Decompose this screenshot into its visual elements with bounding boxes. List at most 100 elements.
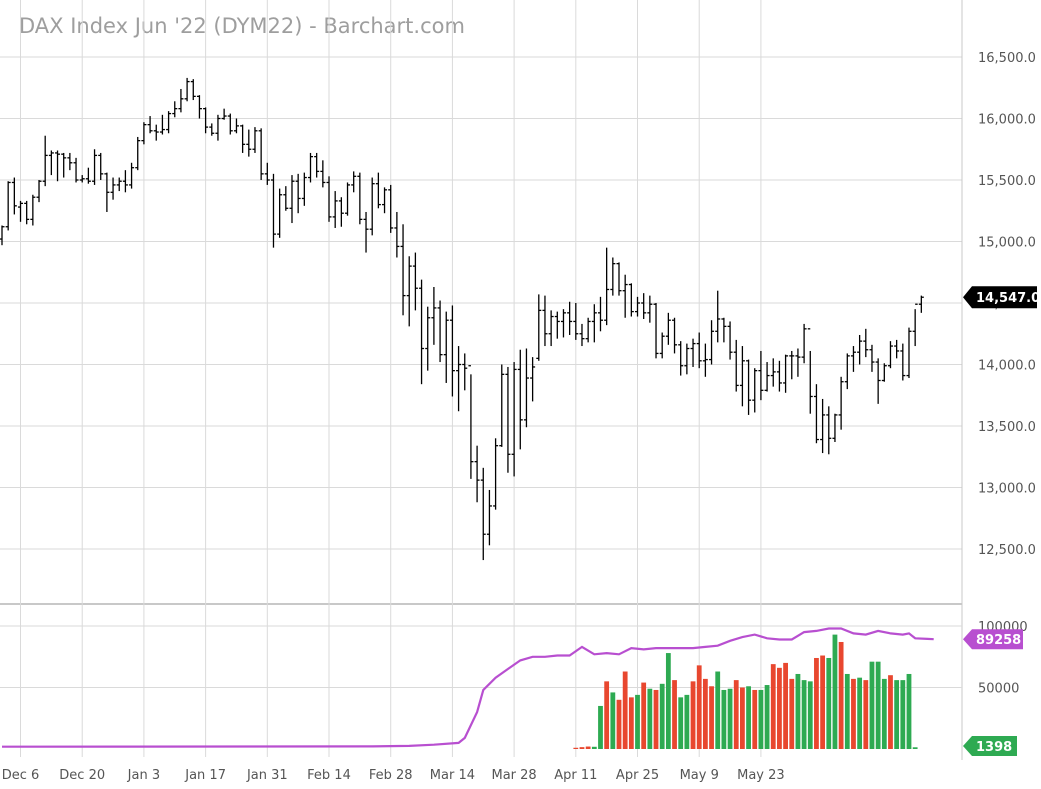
price-gridlines — [0, 0, 963, 760]
ohlc-bar — [129, 162, 135, 189]
time-axis: Dec 6 Dec 20 Jan 3 Jan 17 Jan 31 Feb 14 Feb 28… — [2, 768, 785, 783]
ohlc-bar — [721, 317, 727, 343]
ohlc-bar — [530, 357, 536, 402]
ohlc-bar — [826, 406, 832, 455]
ohlc-bar — [480, 467, 486, 561]
ohlc-bar — [388, 184, 394, 233]
ohlc-bar — [141, 122, 147, 145]
last-price-tag: 14,547.0 — [963, 286, 1040, 309]
ohlc-bar — [184, 77, 190, 102]
ohlc-bar — [801, 323, 807, 364]
ohlc-bar — [863, 328, 869, 358]
ohlc-bar — [246, 129, 252, 157]
ohlc-series — [0, 77, 924, 561]
volume-bar — [684, 694, 690, 749]
ohlc-bar — [382, 187, 388, 214]
volume-bar — [690, 681, 696, 749]
ohlc-bar — [591, 304, 597, 343]
volume-bar — [591, 746, 597, 749]
volume-bar — [721, 689, 727, 749]
ohlc-bar — [289, 175, 295, 224]
ohlc-bar — [850, 346, 856, 372]
ohlc-bar — [159, 114, 165, 135]
ohlc-bar — [61, 152, 67, 178]
ohlc-bar — [709, 320, 715, 365]
ohlc-bar — [647, 295, 653, 323]
ohlc-bar — [295, 173, 301, 214]
ohlc-bar — [795, 348, 801, 377]
ohlc-bar — [110, 177, 116, 200]
ohlc-bar — [42, 135, 48, 187]
ohlc-bar — [196, 95, 202, 119]
ohlc-bar — [332, 191, 338, 228]
ohlc-bar — [807, 328, 813, 414]
ohlc-bar — [758, 350, 764, 401]
ohlc-bar — [776, 360, 782, 392]
ohlc-bar — [203, 107, 209, 134]
ohlc-bar — [209, 123, 215, 136]
ohlc-bar — [443, 311, 449, 383]
volume-bar — [826, 657, 832, 749]
volume-bar — [832, 634, 838, 749]
ohlc-bar — [394, 211, 400, 258]
ohlc-bar — [505, 366, 511, 473]
average-volume-line — [1, 627, 934, 748]
ohlc-bar — [375, 172, 381, 209]
ohlc-bar — [301, 172, 307, 206]
ohlc-bar — [536, 294, 542, 361]
ohlc-bar — [437, 300, 443, 363]
ohlc-bar — [881, 363, 887, 382]
ohlc-bar — [5, 181, 11, 231]
ohlc-bar — [573, 303, 579, 340]
y-tick-label: 12,500.0 — [978, 543, 1036, 558]
volume-bar — [635, 694, 640, 749]
x-tick-label: May 9 — [680, 768, 719, 783]
x-tick-label: Jan 3 — [127, 768, 160, 783]
volume-bar — [857, 677, 863, 749]
ohlc-bar — [715, 290, 721, 343]
ohlc-bar — [258, 128, 264, 180]
ohlc-bar — [314, 152, 320, 178]
volume-bar — [659, 683, 665, 749]
volume-bar — [709, 686, 714, 749]
volume-bar — [598, 705, 603, 749]
ohlc-bar — [653, 303, 659, 359]
ohlc-bar — [18, 200, 24, 222]
volume-bar — [672, 680, 677, 749]
ohlc-bar — [0, 225, 5, 246]
ohlc-bar — [351, 171, 357, 193]
ohlc-bar — [820, 398, 826, 454]
x-tick-label: Mar 14 — [430, 768, 475, 783]
average-line — [1, 627, 934, 748]
ohlc-bar — [11, 177, 17, 215]
ohlc-bar — [616, 262, 622, 296]
ohlc-bar — [338, 197, 344, 227]
ohlc-bar — [283, 186, 289, 211]
ohlc-bar — [456, 346, 462, 412]
ohlc-bar — [641, 293, 647, 319]
ohlc-bar — [270, 173, 276, 248]
y-tick-label: 13,500.0 — [978, 420, 1036, 435]
ohlc-bar — [672, 317, 678, 354]
ohlc-bar — [190, 79, 196, 101]
ohlc-bar — [345, 182, 351, 216]
volume-bar — [869, 661, 875, 749]
ohlc-bar — [813, 384, 819, 444]
last-volume-tag: 1398 — [963, 736, 1017, 756]
ohlc-bar — [702, 343, 708, 377]
ohlc-bar — [900, 343, 906, 381]
average-volume-tag: 89258 — [963, 629, 1023, 650]
ohlc-bar — [116, 177, 122, 192]
x-tick-label: Dec 20 — [59, 768, 105, 783]
ohlc-bar — [493, 438, 499, 510]
x-tick-label: May 23 — [737, 768, 785, 783]
ohlc-bar — [912, 303, 918, 347]
ohlc-bar — [79, 175, 85, 183]
ohlc-bar — [178, 88, 184, 113]
volume-bar — [801, 680, 807, 749]
ohlc-bar — [104, 172, 110, 212]
y-tick-label: 13,000.0 — [978, 482, 1036, 497]
volume-bar — [628, 697, 634, 749]
y-tick-label: 15,000.0 — [978, 236, 1036, 251]
